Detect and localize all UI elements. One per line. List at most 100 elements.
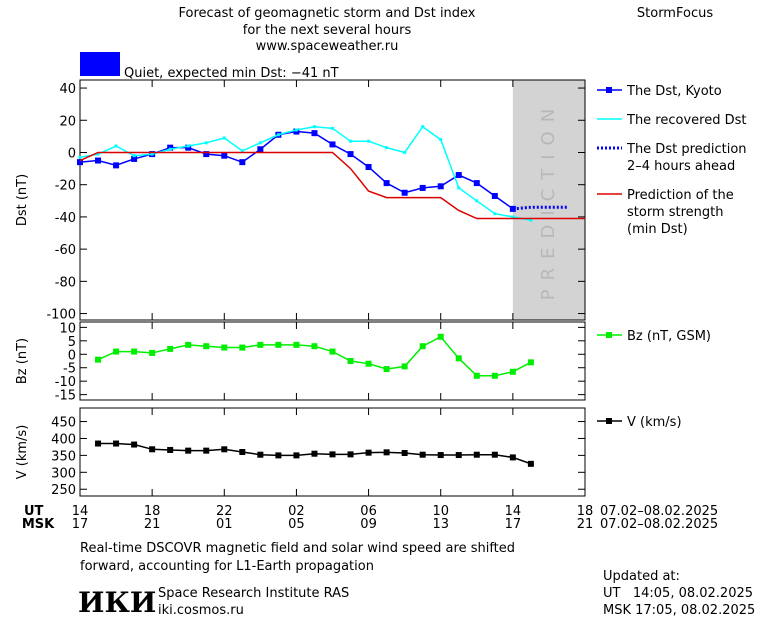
brand: StormFocus [637,6,713,21]
data-point [401,189,408,196]
data-point [349,139,353,143]
data-point [149,349,156,356]
data-point [221,446,228,453]
data-point [527,359,534,366]
y-tick-label: 400 [51,432,76,447]
data-point [475,199,479,203]
data-point [294,128,298,132]
data-point [383,449,390,456]
data-point [95,157,102,164]
x-tick-label: 22 [216,504,233,519]
data-point [222,136,226,140]
panel-frame [79,407,586,497]
y-tick-label: -5 [63,362,76,377]
y-tick-label: -80 [55,275,76,290]
y-tick-label: 0 [68,348,76,363]
data-point [419,343,426,350]
series-line [79,125,532,221]
data-point [457,186,461,190]
data-point [329,451,336,458]
x-tick-label: 02 [288,504,305,519]
x-tick-label: 10 [432,504,449,519]
data-point [347,151,354,158]
data-point [203,343,210,350]
data-point [131,348,138,355]
data-point [239,159,246,166]
data-point [331,126,334,130]
data-point [347,358,354,364]
data-point [385,146,389,150]
title-line: for the next several hours [243,23,412,38]
legend-marker [606,87,612,93]
data-point [491,192,498,199]
y-tick-label: -15 [55,389,76,404]
data-point [258,141,262,145]
series-line [79,151,585,220]
legend-label: Bz (nT, GSM) [627,329,711,344]
data-point [367,139,371,143]
legend-label: (min Dst) [627,222,688,237]
y-tick-label: 350 [51,449,76,464]
updated-msk: MSK 17:05, 08.02.2025 [603,603,755,618]
band-label: PREDICTION [538,100,559,300]
data-point [203,151,210,158]
data-point [113,162,120,169]
data-point [132,154,136,158]
data-point [95,356,102,363]
y-tick-label: 250 [51,483,76,498]
data-point [113,348,120,355]
data-point [221,344,228,351]
data-point [185,447,192,454]
data-point [167,144,174,151]
x-tick-label: 18 [144,504,161,519]
y-axis-label: Dst (nT) [15,174,30,226]
data-point [455,452,462,459]
title-line: www.spaceweather.ru [256,39,399,54]
data-point [473,180,480,187]
data-point [95,440,102,447]
data-point [437,452,444,459]
data-point [329,141,336,148]
y-tick-label: 450 [51,416,76,431]
x2-tick-label: 17 [505,517,522,532]
data-point [419,184,426,191]
data-point [473,372,480,379]
data-point [529,218,533,222]
data-point [78,155,82,159]
data-point [329,348,336,355]
x2-tick-label: 21 [577,517,594,532]
y-tick-label: -60 [55,243,76,258]
title-line: Forecast of geomagnetic storm and Dst in… [178,6,475,21]
data-point [365,360,372,367]
data-point [403,150,407,154]
x2-tick-label: 09 [360,517,377,532]
data-point [347,451,354,458]
y-tick-label: -40 [55,211,76,226]
y-tick-label: -20 [55,179,76,194]
data-point [401,363,408,370]
data-point [311,130,318,137]
panel-frame [79,79,586,321]
data-point [114,144,118,148]
data-point [493,212,497,216]
data-point [383,180,390,187]
data-point [257,451,264,458]
data-point [149,446,156,453]
institute: Space Research Institute RAS [158,586,349,601]
data-point [239,344,246,351]
y-tick-label: 10 [59,321,76,336]
x2-tick-label: 05 [288,517,305,532]
data-point [257,146,264,153]
data-point [275,452,282,459]
data-point [293,128,300,135]
data-point [131,155,138,162]
panel-frame [79,321,586,401]
series-line [512,205,567,211]
note-line: forward, accounting for L1-Earth propaga… [80,559,374,574]
data-point [455,355,462,362]
data-point [168,147,172,151]
data-point [365,163,372,170]
legend-label: Prediction of the [627,188,734,203]
note-line: Real-time DSCOVR magnetic field and sola… [80,541,515,556]
data-point [276,133,280,137]
